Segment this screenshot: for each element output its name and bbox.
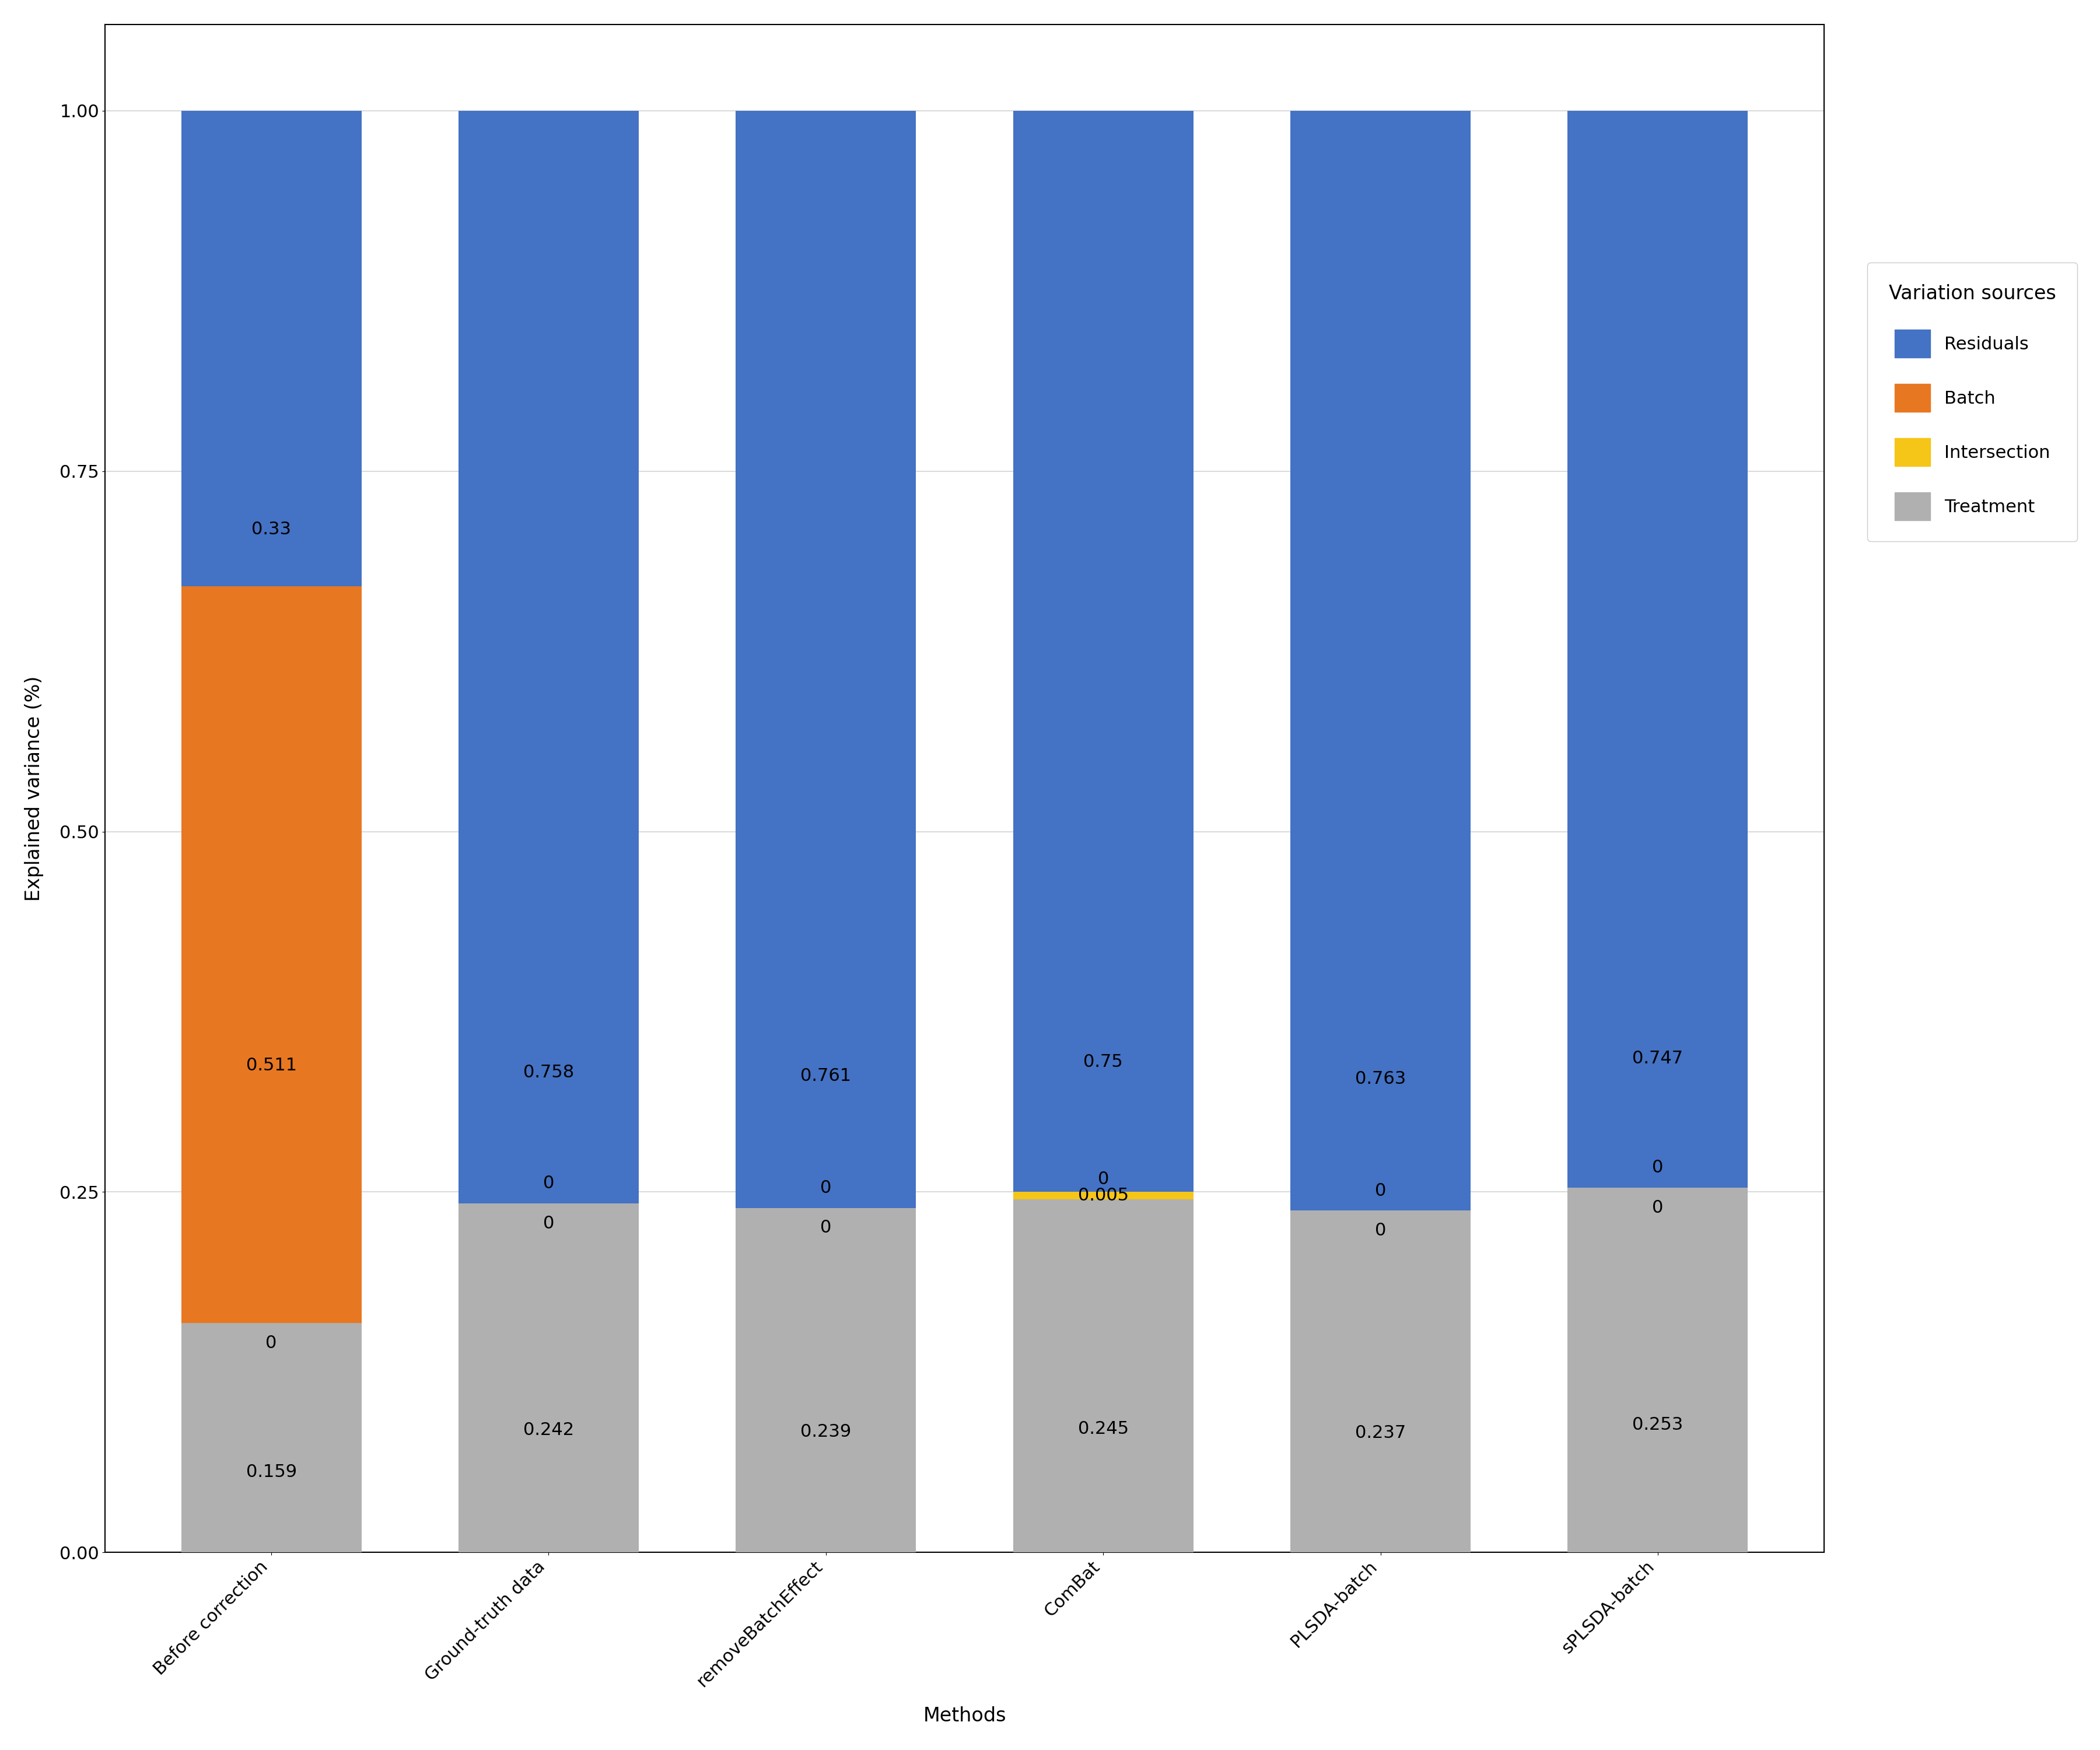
Text: 0.253: 0.253 [1632, 1416, 1684, 1433]
Text: 0: 0 [544, 1174, 554, 1192]
Text: 0.245: 0.245 [1077, 1421, 1128, 1437]
Text: 0.159: 0.159 [246, 1463, 296, 1480]
Bar [735, 1208, 916, 1552]
Bar [1289, 110, 1470, 1211]
Text: 0: 0 [1376, 1183, 1386, 1199]
Bar [181, 586, 361, 1323]
Bar [1569, 110, 1747, 1188]
Text: 0: 0 [1098, 1171, 1109, 1188]
Bar [458, 110, 638, 1204]
Bar [1012, 110, 1193, 1192]
Text: 0.758: 0.758 [523, 1064, 573, 1082]
Text: 0.242: 0.242 [523, 1421, 573, 1438]
Text: 0.747: 0.747 [1632, 1050, 1684, 1068]
Text: 0.005: 0.005 [1077, 1187, 1128, 1204]
Text: 0: 0 [267, 1335, 277, 1351]
Text: 0.237: 0.237 [1354, 1424, 1407, 1442]
Text: 0.75: 0.75 [1084, 1054, 1124, 1071]
Bar [458, 1204, 638, 1552]
Text: 0: 0 [1376, 1222, 1386, 1239]
Text: 0: 0 [821, 1180, 832, 1197]
Text: 0: 0 [1653, 1158, 1663, 1176]
Text: 0: 0 [1653, 1199, 1663, 1216]
Text: 0.239: 0.239 [800, 1423, 850, 1440]
Text: 0.763: 0.763 [1354, 1071, 1407, 1087]
Text: 0.511: 0.511 [246, 1057, 296, 1074]
Bar [181, 110, 361, 586]
Bar [1012, 1192, 1193, 1199]
Text: 0.33: 0.33 [252, 522, 292, 537]
Bar [1569, 1188, 1747, 1552]
Y-axis label: Explained variance (%): Explained variance (%) [25, 676, 44, 901]
Bar [181, 1323, 361, 1552]
X-axis label: Methods: Methods [924, 1706, 1006, 1726]
Legend: Residuals, Batch, Intersection, Treatment: Residuals, Batch, Intersection, Treatmen… [1867, 262, 2077, 541]
Bar [735, 110, 916, 1208]
Text: 0: 0 [821, 1220, 832, 1236]
Text: 0.761: 0.761 [800, 1068, 850, 1085]
Bar [1012, 1199, 1193, 1552]
Bar [1289, 1211, 1470, 1552]
Text: 0: 0 [544, 1214, 554, 1232]
